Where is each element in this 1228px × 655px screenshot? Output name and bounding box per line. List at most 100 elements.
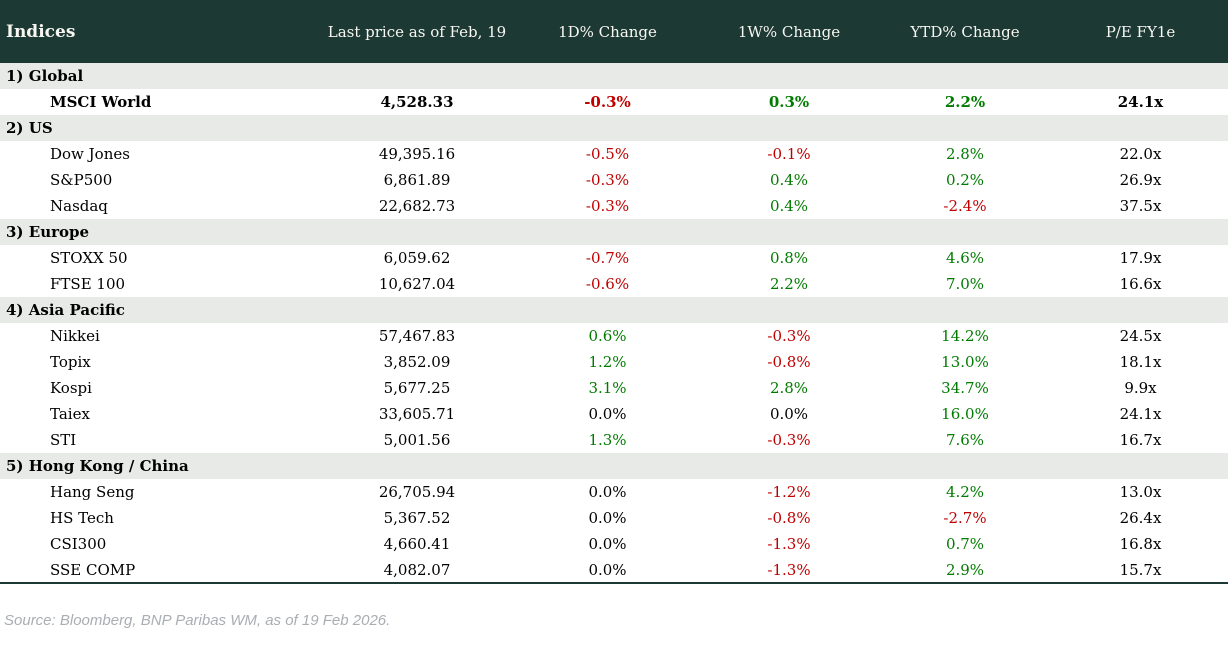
change-1d-cell: -0.6% bbox=[514, 271, 701, 297]
section-row: 2) US bbox=[0, 115, 1228, 141]
column-header-1d-change: 1D% Change bbox=[514, 0, 701, 63]
index-name-cell: Topix bbox=[0, 349, 320, 375]
section-label: 1) Global bbox=[0, 63, 1228, 89]
index-row: HS Tech 5,367.52 0.0% -0.8% -2.7% 26.4x bbox=[0, 505, 1228, 531]
change-1d-cell: 0.6% bbox=[514, 323, 701, 349]
change-ytd-cell: 4.2% bbox=[877, 479, 1053, 505]
index-row: MSCI World 4,528.33 -0.3% 0.3% 2.2% 24.1x bbox=[0, 89, 1228, 115]
index-name-cell: STOXX 50 bbox=[0, 245, 320, 271]
index-row: STOXX 50 6,059.62 -0.7% 0.8% 4.6% 17.9x bbox=[0, 245, 1228, 271]
pe-cell: 9.9x bbox=[1053, 375, 1228, 401]
change-1w-cell: -0.3% bbox=[701, 323, 877, 349]
pe-cell: 26.4x bbox=[1053, 505, 1228, 531]
last-price-cell: 22,682.73 bbox=[320, 193, 514, 219]
pe-cell: 26.9x bbox=[1053, 167, 1228, 193]
change-1w-cell: -1.2% bbox=[701, 479, 877, 505]
change-ytd-cell: 7.0% bbox=[877, 271, 1053, 297]
section-label: 5) Hong Kong / China bbox=[0, 453, 1228, 479]
change-1w-cell: 2.2% bbox=[701, 271, 877, 297]
index-name-cell: FTSE 100 bbox=[0, 271, 320, 297]
pe-cell: 24.5x bbox=[1053, 323, 1228, 349]
last-price-cell: 33,605.71 bbox=[320, 401, 514, 427]
change-1d-cell: 0.0% bbox=[514, 557, 701, 583]
last-price-cell: 57,467.83 bbox=[320, 323, 514, 349]
last-price-cell: 6,861.89 bbox=[320, 167, 514, 193]
change-1w-cell: 0.8% bbox=[701, 245, 877, 271]
change-ytd-cell: 34.7% bbox=[877, 375, 1053, 401]
index-name-cell: MSCI World bbox=[0, 89, 320, 115]
change-ytd-cell: 0.2% bbox=[877, 167, 1053, 193]
change-1w-cell: -0.8% bbox=[701, 505, 877, 531]
pe-cell: 18.1x bbox=[1053, 349, 1228, 375]
index-row: Hang Seng 26,705.94 0.0% -1.2% 4.2% 13.0x bbox=[0, 479, 1228, 505]
last-price-cell: 3,852.09 bbox=[320, 349, 514, 375]
index-row: FTSE 100 10,627.04 -0.6% 2.2% 7.0% 16.6x bbox=[0, 271, 1228, 297]
last-price-cell: 5,001.56 bbox=[320, 427, 514, 453]
section-row: 4) Asia Pacific bbox=[0, 297, 1228, 323]
last-price-cell: 4,660.41 bbox=[320, 531, 514, 557]
last-price-cell: 6,059.62 bbox=[320, 245, 514, 271]
change-1w-cell: 0.4% bbox=[701, 167, 877, 193]
index-name-cell: S&P500 bbox=[0, 167, 320, 193]
index-row: S&P500 6,861.89 -0.3% 0.4% 0.2% 26.9x bbox=[0, 167, 1228, 193]
pe-cell: 13.0x bbox=[1053, 479, 1228, 505]
index-name-cell: Nasdaq bbox=[0, 193, 320, 219]
change-1d-cell: -0.3% bbox=[514, 167, 701, 193]
pe-cell: 16.7x bbox=[1053, 427, 1228, 453]
pe-cell: 24.1x bbox=[1053, 401, 1228, 427]
index-row: Dow Jones 49,395.16 -0.5% -0.1% 2.8% 22.0x bbox=[0, 141, 1228, 167]
change-1w-cell: 0.0% bbox=[701, 401, 877, 427]
index-name-cell: Taiex bbox=[0, 401, 320, 427]
column-header-last-price: Last price as of Feb, 19 bbox=[320, 0, 514, 63]
change-1d-cell: 0.0% bbox=[514, 401, 701, 427]
index-name-cell: STI bbox=[0, 427, 320, 453]
header-row: Indices Last price as of Feb, 19 1D% Cha… bbox=[0, 0, 1228, 63]
index-row: Taiex 33,605.71 0.0% 0.0% 16.0% 24.1x bbox=[0, 401, 1228, 427]
change-ytd-cell: 4.6% bbox=[877, 245, 1053, 271]
change-1w-cell: -1.3% bbox=[701, 557, 877, 583]
last-price-cell: 49,395.16 bbox=[320, 141, 514, 167]
source-note: Source: Bloomberg, BNP Paribas WM, as of… bbox=[4, 612, 391, 629]
column-header-1w-change: 1W% Change bbox=[701, 0, 877, 63]
pe-cell: 24.1x bbox=[1053, 89, 1228, 115]
pe-cell: 16.8x bbox=[1053, 531, 1228, 557]
index-row: Nikkei 57,467.83 0.6% -0.3% 14.2% 24.5x bbox=[0, 323, 1228, 349]
change-1d-cell: 1.3% bbox=[514, 427, 701, 453]
change-1d-cell: -0.5% bbox=[514, 141, 701, 167]
last-price-cell: 5,677.25 bbox=[320, 375, 514, 401]
pe-cell: 37.5x bbox=[1053, 193, 1228, 219]
change-1d-cell: 0.0% bbox=[514, 479, 701, 505]
change-ytd-cell: 2.9% bbox=[877, 557, 1053, 583]
change-ytd-cell: 16.0% bbox=[877, 401, 1053, 427]
table-header: Indices Last price as of Feb, 19 1D% Cha… bbox=[0, 0, 1228, 63]
index-name-cell: CSI300 bbox=[0, 531, 320, 557]
section-label: 2) US bbox=[0, 115, 1228, 141]
change-1d-cell: -0.3% bbox=[514, 89, 701, 115]
section-row: 5) Hong Kong / China bbox=[0, 453, 1228, 479]
change-1d-cell: 0.0% bbox=[514, 531, 701, 557]
section-row: 1) Global bbox=[0, 63, 1228, 89]
change-1d-cell: 1.2% bbox=[514, 349, 701, 375]
index-row: CSI300 4,660.41 0.0% -1.3% 0.7% 16.8x bbox=[0, 531, 1228, 557]
change-ytd-cell: 13.0% bbox=[877, 349, 1053, 375]
indices-table: Indices Last price as of Feb, 19 1D% Cha… bbox=[0, 0, 1228, 584]
change-1d-cell: 3.1% bbox=[514, 375, 701, 401]
index-name-cell: SSE COMP bbox=[0, 557, 320, 583]
index-row: Kospi 5,677.25 3.1% 2.8% 34.7% 9.9x bbox=[0, 375, 1228, 401]
last-price-cell: 5,367.52 bbox=[320, 505, 514, 531]
change-1d-cell: 0.0% bbox=[514, 505, 701, 531]
last-price-cell: 26,705.94 bbox=[320, 479, 514, 505]
pe-cell: 17.9x bbox=[1053, 245, 1228, 271]
change-1w-cell: -0.1% bbox=[701, 141, 877, 167]
last-price-cell: 10,627.04 bbox=[320, 271, 514, 297]
pe-cell: 15.7x bbox=[1053, 557, 1228, 583]
change-ytd-cell: -2.4% bbox=[877, 193, 1053, 219]
change-1w-cell: -0.3% bbox=[701, 427, 877, 453]
change-ytd-cell: 14.2% bbox=[877, 323, 1053, 349]
change-ytd-cell: -2.7% bbox=[877, 505, 1053, 531]
change-ytd-cell: 7.6% bbox=[877, 427, 1053, 453]
index-name-cell: Dow Jones bbox=[0, 141, 320, 167]
index-row: Topix 3,852.09 1.2% -0.8% 13.0% 18.1x bbox=[0, 349, 1228, 375]
index-name-cell: HS Tech bbox=[0, 505, 320, 531]
change-1w-cell: 0.4% bbox=[701, 193, 877, 219]
